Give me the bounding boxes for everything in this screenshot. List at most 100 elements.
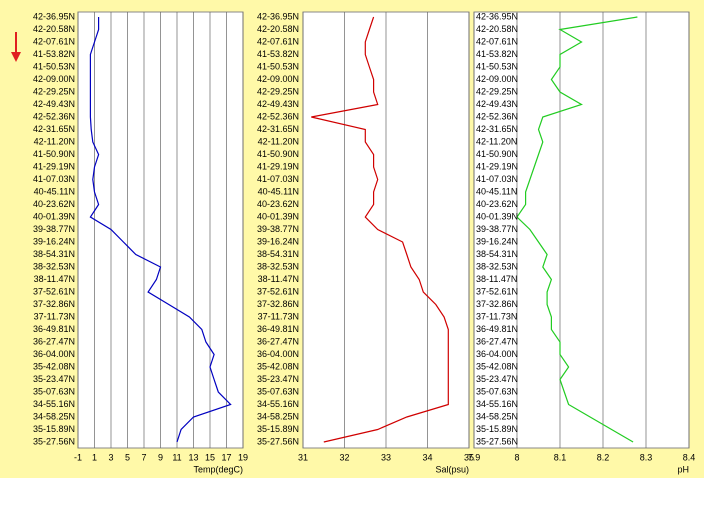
- y-tick-label: 42-20.58N: [476, 24, 518, 34]
- y-tick-label: 37-11.73N: [34, 311, 75, 321]
- y-tick-label: 42-36.95N: [476, 11, 518, 21]
- y-tick-label: 42-36.95N: [33, 11, 75, 21]
- y-tick-label: 37-32.86N: [33, 299, 75, 309]
- data-line: [311, 16, 449, 443]
- y-tick-label: 37-11.73N: [258, 311, 299, 321]
- x-tick-label: 32: [339, 452, 349, 462]
- y-tick-label: 39-16.24N: [476, 236, 518, 246]
- x-tick-label: 8.1: [554, 452, 567, 462]
- y-tick-label: 35-15.89N: [33, 424, 75, 434]
- y-tick-label: 34-55.16N: [476, 399, 518, 409]
- y-tick-label: 39-38.77N: [33, 224, 75, 234]
- y-tick-label: 35-07.63N: [33, 386, 75, 396]
- y-tick-label: 42-52.36N: [33, 111, 75, 121]
- x-tick-label: 34: [422, 452, 432, 462]
- y-tick-label: 40-45.11N: [34, 186, 75, 196]
- y-tick-label: 38-32.53N: [476, 261, 518, 271]
- x-axis-label: Temp(degC): [193, 464, 243, 474]
- y-tick-label: 41-29.19N: [257, 161, 299, 171]
- y-tick-label: 42-29.25N: [33, 86, 75, 96]
- y-tick-label: 41-07.03N: [33, 174, 75, 184]
- y-tick-label: 42-07.61N: [476, 36, 518, 46]
- y-tick-label: 35-27.56N: [257, 436, 299, 446]
- x-tick-label: 13: [188, 452, 198, 462]
- y-tick-label: 42-52.36N: [476, 111, 518, 121]
- y-tick-label: 42-29.25N: [476, 86, 518, 96]
- x-tick-label: 5: [125, 452, 130, 462]
- y-tick-label: 42-09.00N: [257, 74, 299, 84]
- y-tick-label: 37-52.61N: [33, 286, 75, 296]
- y-tick-label: 39-38.77N: [257, 224, 299, 234]
- y-tick-label: 35-23.47N: [33, 374, 75, 384]
- y-tick-label: 36-49.81N: [33, 324, 75, 334]
- x-tick-label: 8: [514, 452, 519, 462]
- y-tick-label: 40-01.39N: [476, 211, 518, 221]
- y-tick-label: 38-54.31N: [476, 249, 518, 259]
- y-tick-label: 39-16.24N: [33, 236, 75, 246]
- plot-area: [473, 11, 690, 449]
- x-tick-label: 15: [205, 452, 215, 462]
- y-tick-label: 42-49.43N: [476, 99, 518, 109]
- y-tick-label: 39-16.24N: [257, 236, 299, 246]
- x-tick-label: 3: [108, 452, 113, 462]
- y-tick-label: 40-23.62N: [33, 199, 75, 209]
- y-tick-label: 41-50.90N: [476, 149, 518, 159]
- y-tick-label: 38-11.47N: [34, 274, 75, 284]
- y-tick-label: 34-55.16N: [257, 399, 299, 409]
- y-tick-label: 34-58.25N: [33, 411, 75, 421]
- y-tick-label: 42-31.65N: [33, 124, 75, 134]
- y-tick-label: 42-49.43N: [33, 99, 75, 109]
- y-tick-label: 40-45.11N: [258, 186, 299, 196]
- y-tick-label: 34-58.25N: [257, 411, 299, 421]
- x-tick-label: 8.4: [683, 452, 696, 462]
- y-tick-label: 35-07.63N: [257, 386, 299, 396]
- y-tick-label: 37-52.61N: [476, 286, 518, 296]
- x-tick-label: 8.3: [640, 452, 653, 462]
- y-tick-label: 34-58.25N: [476, 411, 518, 421]
- x-tick-label: 7.9: [468, 452, 481, 462]
- y-tick-label: 42-20.58N: [257, 24, 299, 34]
- y-tick-label: 42-11.20N: [34, 136, 75, 146]
- y-tick-label: 40-45.11N: [476, 186, 517, 196]
- y-tick-label: 35-27.56N: [476, 436, 518, 446]
- x-tick-label: 33: [381, 452, 391, 462]
- y-tick-label: 41-53.82N: [257, 49, 299, 59]
- y-tick-label: 41-53.82N: [33, 49, 75, 59]
- y-tick-label: 35-15.89N: [257, 424, 299, 434]
- y-tick-label: 41-50.53N: [257, 61, 299, 71]
- data-line: [516, 16, 638, 443]
- y-tick-label: 40-23.62N: [257, 199, 299, 209]
- y-tick-label: 41-07.03N: [257, 174, 299, 184]
- y-tick-label: 36-49.81N: [476, 324, 518, 334]
- x-tick-label: -1: [74, 452, 82, 462]
- y-tick-label: 39-38.77N: [476, 224, 518, 234]
- y-tick-label: 41-29.19N: [476, 161, 518, 171]
- y-tick-label: 41-53.82N: [476, 49, 518, 59]
- y-tick-label: 42-07.61N: [257, 36, 299, 46]
- y-tick-label: 40-01.39N: [257, 211, 299, 221]
- y-tick-label: 36-04.00N: [476, 349, 518, 359]
- y-tick-label: 37-52.61N: [257, 286, 299, 296]
- x-axis-label: pH: [677, 464, 689, 474]
- y-tick-label: 36-27.47N: [476, 336, 518, 346]
- x-tick-label: 19: [238, 452, 248, 462]
- y-tick-label: 36-04.00N: [257, 349, 299, 359]
- y-tick-label: 35-42.08N: [476, 361, 518, 371]
- y-tick-label: 35-23.47N: [476, 374, 518, 384]
- x-tick-label: 11: [172, 452, 181, 462]
- y-tick-label: 37-32.86N: [476, 299, 518, 309]
- x-tick-label: 31: [298, 452, 308, 462]
- y-tick-label: 42-20.58N: [33, 24, 75, 34]
- y-tick-label: 35-42.08N: [257, 361, 299, 371]
- y-tick-label: 34-55.16N: [33, 399, 75, 409]
- y-tick-label: 41-29.19N: [33, 161, 75, 171]
- x-tick-label: 17: [221, 452, 231, 462]
- y-tick-label: 38-54.31N: [33, 249, 75, 259]
- x-tick-label: 9: [158, 452, 163, 462]
- y-tick-label: 36-27.47N: [33, 336, 75, 346]
- data-line: [89, 17, 232, 443]
- y-tick-label: 35-07.63N: [476, 386, 518, 396]
- y-tick-label: 42-09.00N: [476, 74, 518, 84]
- x-axis-label: Sal(psu): [435, 464, 469, 474]
